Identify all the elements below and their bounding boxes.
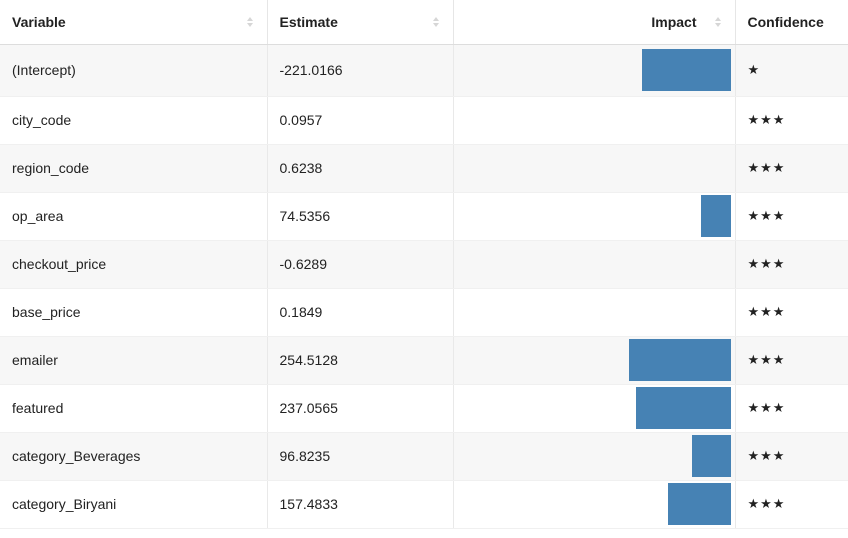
cell-impact — [453, 384, 736, 433]
cell-estimate: 237.0565 — [267, 384, 454, 433]
header-row: Variable Estimate Impact Confidence — [0, 0, 848, 45]
cell-estimate: 157.4833 — [267, 480, 454, 529]
table-body: (Intercept) -221.0166 ★ city_code 0.0957 ★★★ r… — [0, 44, 848, 529]
table-row: region_code 0.6238 ★★★ — [0, 144, 848, 193]
impact-bar — [641, 49, 731, 91]
column-header-confidence-label: Confidence — [747, 13, 824, 30]
cell-confidence: ★★★ — [735, 432, 848, 481]
cell-variable: region_code — [0, 144, 268, 193]
cell-confidence: ★★★ — [735, 384, 848, 433]
table-row: category_Biryani 157.4833 ★★★ — [0, 480, 848, 529]
impact-bar — [667, 483, 731, 525]
cell-variable: (Intercept) — [0, 44, 268, 97]
table-row: category_Beverages 96.8235 ★★★ — [0, 432, 848, 481]
cell-estimate: 74.5356 — [267, 192, 454, 241]
impact-bar — [691, 435, 731, 477]
column-header-impact[interactable]: Impact — [453, 0, 736, 45]
table-row: base_price 0.1849 ★★★ — [0, 288, 848, 337]
cell-estimate: 96.8235 — [267, 432, 454, 481]
cell-estimate: -221.0166 — [267, 44, 454, 97]
cell-variable: category_Biryani — [0, 480, 268, 529]
cell-impact — [453, 192, 736, 241]
cell-confidence: ★★★ — [735, 144, 848, 193]
cell-confidence: ★★★ — [735, 288, 848, 337]
impact-bar — [700, 195, 731, 237]
cell-impact — [453, 432, 736, 481]
cell-impact — [453, 144, 736, 193]
cell-confidence: ★★★ — [735, 336, 848, 385]
cell-impact — [453, 288, 736, 337]
table-header: Variable Estimate Impact Confidence — [0, 0, 848, 45]
cell-variable: city_code — [0, 96, 268, 145]
cell-estimate: 0.6238 — [267, 144, 454, 193]
impact-bar — [628, 339, 731, 381]
cell-confidence: ★★★ — [735, 480, 848, 529]
cell-impact — [453, 44, 736, 97]
cell-variable: emailer — [0, 336, 268, 385]
cell-estimate: 254.5128 — [267, 336, 454, 385]
cell-estimate: -0.6289 — [267, 240, 454, 289]
cell-variable: featured — [0, 384, 268, 433]
sort-icon[interactable] — [714, 16, 721, 28]
impact-bar — [635, 387, 731, 429]
sort-icon[interactable] — [432, 16, 439, 28]
cell-confidence: ★★★ — [735, 96, 848, 145]
column-header-estimate[interactable]: Estimate — [267, 0, 454, 45]
column-header-impact-label: Impact — [651, 13, 697, 30]
sort-icon[interactable] — [246, 16, 253, 28]
table-row: (Intercept) -221.0166 ★ — [0, 44, 848, 97]
cell-variable: base_price — [0, 288, 268, 337]
cell-impact — [453, 240, 736, 289]
cell-confidence: ★★★ — [735, 240, 848, 289]
cell-confidence: ★★★ — [735, 192, 848, 241]
cell-estimate: 0.1849 — [267, 288, 454, 337]
cell-variable: op_area — [0, 192, 268, 241]
table-row: city_code 0.0957 ★★★ — [0, 96, 848, 145]
column-header-variable-label: Variable — [12, 13, 66, 30]
table-row: checkout_price -0.6289 ★★★ — [0, 240, 848, 289]
cell-impact — [453, 336, 736, 385]
cell-variable: checkout_price — [0, 240, 268, 289]
column-header-variable[interactable]: Variable — [0, 0, 268, 45]
column-header-estimate-label: Estimate — [279, 13, 338, 30]
cell-impact — [453, 480, 736, 529]
table-row: emailer 254.5128 ★★★ — [0, 336, 848, 385]
cell-impact — [453, 96, 736, 145]
cell-confidence: ★ — [735, 44, 848, 97]
table-row: op_area 74.5356 ★★★ — [0, 192, 848, 241]
column-header-confidence: Confidence — [735, 0, 848, 45]
cell-estimate: 0.0957 — [267, 96, 454, 145]
cell-variable: category_Beverages — [0, 432, 268, 481]
table-row: featured 237.0565 ★★★ — [0, 384, 848, 433]
